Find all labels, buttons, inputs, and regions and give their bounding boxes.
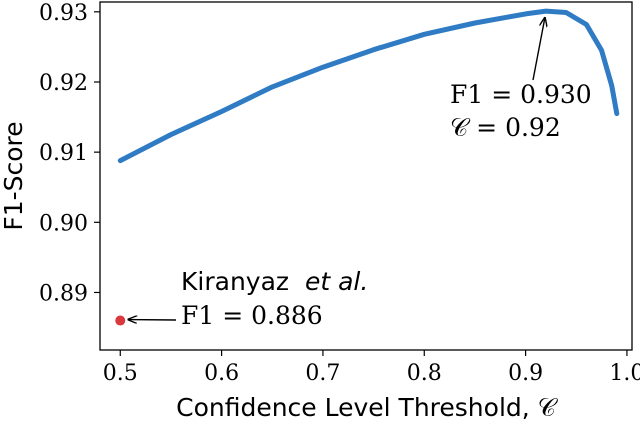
kiranyaz-name: Kiranyaz xyxy=(181,267,289,296)
best-f1-label-line1: F1 = 0.930 xyxy=(450,80,592,109)
y-tick-label: 0.90 xyxy=(39,211,88,236)
x-axis: 0.5 0.6 0.7 0.8 0.9 1.0 xyxy=(103,350,640,386)
y-tick-label: 0.91 xyxy=(39,141,88,166)
x-tick-label: 0.7 xyxy=(305,361,340,386)
points-layer xyxy=(115,315,126,326)
y-axis: 0.89 0.90 0.91 0.92 0.93 xyxy=(39,1,100,306)
kiranyaz-point xyxy=(115,315,126,326)
kiranyaz-label: Kiranyaz et al. xyxy=(181,267,368,296)
x-tick-label: 0.9 xyxy=(508,361,543,386)
best-f1-arrow xyxy=(532,18,545,81)
series-layer xyxy=(117,8,620,164)
y-tick-label: 0.92 xyxy=(39,71,88,96)
y-tick-label: 0.93 xyxy=(39,1,88,26)
plot-frame xyxy=(99,1,633,351)
x-tick-label: 1.0 xyxy=(609,361,640,386)
y-tick-label: 0.89 xyxy=(39,281,88,306)
kiranyaz-f1-label: F1 = 0.886 xyxy=(181,301,323,330)
x-tick-label: 0.6 xyxy=(204,361,239,386)
x-tick-label: 0.5 xyxy=(103,361,138,386)
x-tick-label: 0.8 xyxy=(407,361,442,386)
f1-score-line xyxy=(117,8,620,164)
best-c-label-line2: 𝒞 = 0.92 xyxy=(450,113,561,142)
x-axis-title: Confidence Level Threshold, 𝒞 xyxy=(176,393,559,422)
kiranyaz-et-al: et al. xyxy=(305,267,368,296)
y-axis-title: F1-Score xyxy=(0,121,28,230)
